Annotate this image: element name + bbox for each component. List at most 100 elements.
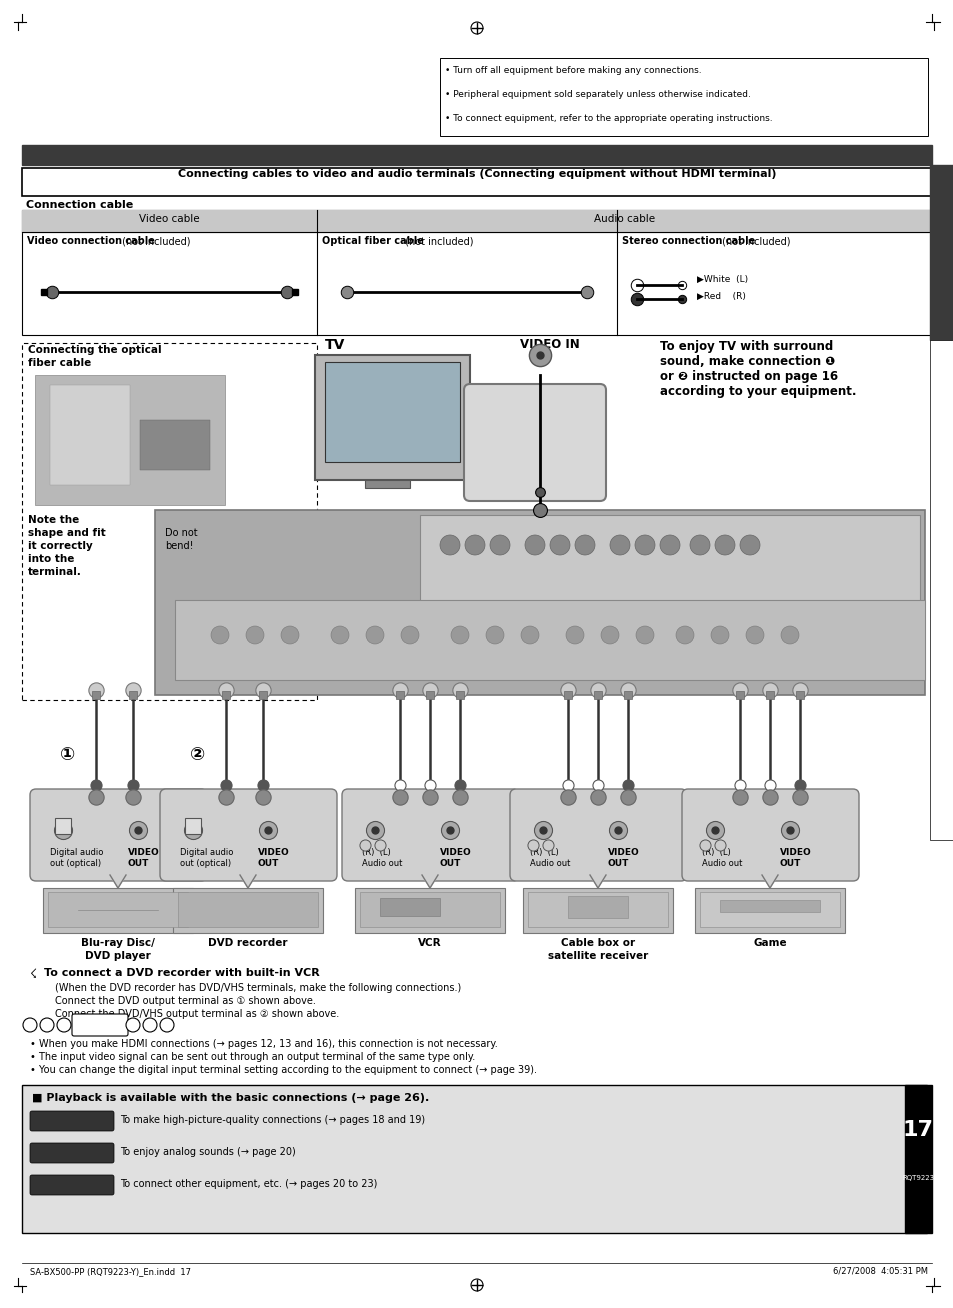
Text: Audio out: Audio out <box>530 859 570 869</box>
FancyBboxPatch shape <box>30 1110 113 1131</box>
Circle shape <box>575 535 595 555</box>
Bar <box>22 211 931 232</box>
Bar <box>904 1086 931 1233</box>
Text: 6/27/2008  4:05:31 PM: 6/27/2008 4:05:31 PM <box>832 1267 927 1277</box>
Text: Connecting cables to video and audio terminals (Connecting equipment without HDM: Connecting cables to video and audio ter… <box>177 169 776 179</box>
Text: Connection cable: Connection cable <box>26 200 133 211</box>
Bar <box>695 888 844 933</box>
Circle shape <box>520 627 538 644</box>
Text: OUT: OUT <box>439 859 461 869</box>
Circle shape <box>740 535 760 555</box>
Text: Audio cable: Audio cable <box>594 215 655 224</box>
Bar <box>439 58 927 136</box>
Bar <box>48 892 188 927</box>
FancyBboxPatch shape <box>22 343 316 700</box>
Text: terminal.: terminal. <box>28 566 82 577</box>
Text: out (optical): out (optical) <box>180 859 231 869</box>
FancyBboxPatch shape <box>30 1143 113 1163</box>
Polygon shape <box>240 875 255 888</box>
Text: (not included): (not included) <box>119 235 191 246</box>
Bar <box>325 362 459 462</box>
Bar <box>314 354 470 480</box>
Text: Cable box or: Cable box or <box>560 938 635 948</box>
Text: RQT9223: RQT9223 <box>901 1175 933 1181</box>
Circle shape <box>636 627 654 644</box>
Text: Blu-ray Disc/: Blu-ray Disc/ <box>81 938 154 948</box>
FancyBboxPatch shape <box>681 789 858 882</box>
Circle shape <box>635 535 655 555</box>
Text: SA-BX500-PP (RQT9223-Y)_En.indd  17: SA-BX500-PP (RQT9223-Y)_En.indd 17 <box>30 1267 191 1277</box>
Bar <box>720 900 820 912</box>
Text: (not included): (not included) <box>401 235 473 246</box>
Bar <box>419 515 919 606</box>
Text: (not included): (not included) <box>718 235 789 246</box>
Text: VIDEO: VIDEO <box>780 848 811 857</box>
Bar <box>359 892 499 927</box>
Text: • The input video signal can be sent out through an output terminal of the same : • The input video signal can be sent out… <box>30 1052 475 1062</box>
Text: VIDEO: VIDEO <box>607 848 639 857</box>
Bar <box>567 896 627 918</box>
Text: DVD player: DVD player <box>85 951 151 961</box>
Bar <box>35 375 225 505</box>
Circle shape <box>464 535 484 555</box>
Circle shape <box>246 627 264 644</box>
Text: fiber cable: fiber cable <box>28 358 91 368</box>
Text: ☇: ☇ <box>30 968 42 981</box>
Text: 17: 17 <box>902 1120 933 1141</box>
Circle shape <box>126 1018 140 1032</box>
FancyBboxPatch shape <box>30 1175 113 1196</box>
Text: OUT: OUT <box>607 859 629 869</box>
Bar <box>185 818 201 835</box>
Text: it correctly: it correctly <box>28 542 92 551</box>
FancyBboxPatch shape <box>160 789 336 882</box>
Bar <box>365 480 410 488</box>
Circle shape <box>40 1018 54 1032</box>
Text: Do not: Do not <box>165 528 197 538</box>
Text: To enjoy TV with surround
sound, make connection ❶
or ❷ instructed on page 16
ac: To enjoy TV with surround sound, make co… <box>659 340 856 398</box>
Circle shape <box>490 535 510 555</box>
Text: • Turn off all equipment before making any connections.: • Turn off all equipment before making a… <box>444 65 700 75</box>
Text: bend!: bend! <box>165 542 193 551</box>
Polygon shape <box>421 875 437 888</box>
Text: Video cable: Video cable <box>139 215 199 224</box>
Bar <box>929 165 953 340</box>
Bar <box>174 600 924 680</box>
Circle shape <box>676 627 693 644</box>
Circle shape <box>400 627 418 644</box>
Text: Note: Note <box>85 1022 114 1031</box>
FancyBboxPatch shape <box>510 789 686 882</box>
Text: Audio out: Audio out <box>361 859 402 869</box>
Bar <box>55 818 71 835</box>
Text: • To connect equipment, refer to the appropriate operating instructions.: • To connect equipment, refer to the app… <box>444 114 772 123</box>
Text: • Peripheral equipment sold separately unless otherwise indicated.: • Peripheral equipment sold separately u… <box>444 90 750 99</box>
Bar <box>140 420 210 470</box>
Circle shape <box>714 535 734 555</box>
Polygon shape <box>589 875 605 888</box>
Text: In addition: In addition <box>45 1179 99 1188</box>
Text: OUT: OUT <box>780 859 801 869</box>
Bar <box>178 892 317 927</box>
Circle shape <box>211 627 229 644</box>
Bar <box>700 892 840 927</box>
Bar <box>929 340 953 840</box>
Circle shape <box>57 1018 71 1032</box>
Circle shape <box>609 535 629 555</box>
Text: ▶White  (L): ▶White (L) <box>697 275 747 284</box>
Bar <box>379 899 439 916</box>
Circle shape <box>451 627 469 644</box>
Text: To enjoy analog sounds (→ page 20): To enjoy analog sounds (→ page 20) <box>120 1147 295 1158</box>
Text: Rear panel: Rear panel <box>752 521 820 530</box>
Text: ②: ② <box>191 746 206 764</box>
Circle shape <box>710 627 728 644</box>
FancyBboxPatch shape <box>341 789 518 882</box>
Circle shape <box>331 627 349 644</box>
Text: ①: ① <box>60 746 75 764</box>
Bar <box>50 385 130 485</box>
Text: out (optical): out (optical) <box>50 859 101 869</box>
Bar <box>355 888 504 933</box>
Text: Connections: Connections <box>936 552 946 628</box>
Text: VCR: VCR <box>417 938 441 948</box>
Text: To connect other equipment, etc. (→ pages 20 to 23): To connect other equipment, etc. (→ page… <box>120 1179 377 1189</box>
Text: Preparations: Preparations <box>936 217 946 293</box>
Circle shape <box>143 1018 157 1032</box>
